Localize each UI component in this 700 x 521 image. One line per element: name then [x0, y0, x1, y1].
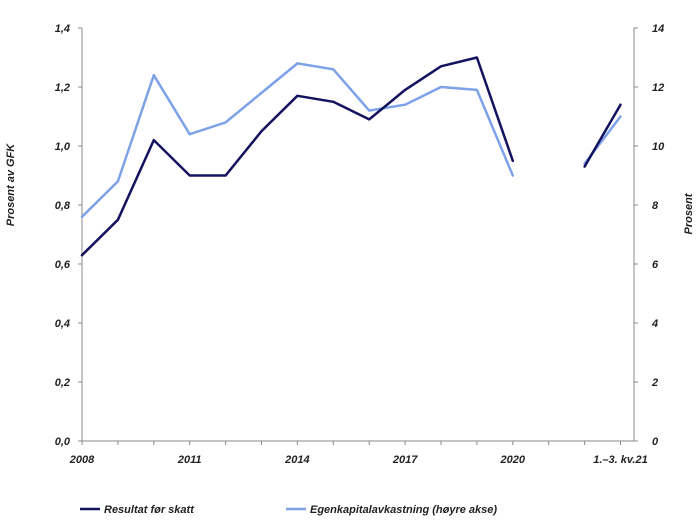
left-tick-label: 0,4	[55, 318, 70, 330]
series-line-resultat-for-skatt-2	[583, 103, 622, 168]
right-tick-label: 8	[652, 200, 659, 212]
right-tick-label: 2	[651, 377, 658, 389]
right-tick-label: 10	[652, 141, 665, 153]
right-tick-label: 0	[652, 436, 659, 448]
x-tick-label: 2011	[177, 454, 202, 466]
left-tick-label: 0,2	[55, 377, 70, 389]
x-tick-label: 2008	[69, 454, 95, 466]
left-tick-label: 0,6	[55, 259, 71, 271]
left-tick-label: 1,0	[55, 141, 71, 153]
left-tick-label: 1,4	[55, 23, 70, 35]
x-tick-label: 2020	[500, 454, 526, 466]
legend: Resultat før skatt Egenkapitalavkastning…	[80, 504, 497, 516]
series-line-egenkapitalavkastning-1	[80, 62, 515, 219]
right-tick-label: 4	[651, 318, 658, 330]
x-tick-label: 1.–3. kv.21	[593, 454, 647, 466]
series-lines	[80, 56, 622, 257]
right-tick-label: 12	[652, 82, 664, 94]
right-axis-title: Prosent	[683, 192, 695, 234]
right-tick-label: 6	[652, 259, 659, 271]
right-tick-label: 14	[652, 23, 664, 35]
x-axis-ticks: 2008 2011 2014 2017 2020 1.–3. kv.21	[69, 441, 648, 466]
legend-label-egenkapital: Egenkapitalavkastning (høyre akse)	[310, 504, 497, 516]
x-tick-label: 2014	[284, 454, 309, 466]
right-axis-ticks: 0 2 4 6 8 10 12 14	[634, 23, 665, 448]
left-tick-label: 1,2	[55, 82, 70, 94]
left-tick-label: 0,8	[55, 200, 71, 212]
legend-label-resultat: Resultat før skatt	[104, 504, 195, 516]
axes	[81, 28, 635, 442]
series-line-resultat-for-skatt-1	[80, 56, 515, 257]
left-tick-label: 0,0	[55, 436, 71, 448]
left-axis-ticks: 0,0 0,2 0,4 0,6 0,8 1,0 1,2 1,4	[55, 23, 82, 448]
left-axis-title: Prosent av GFK	[5, 143, 17, 227]
x-tick-label: 2017	[392, 454, 418, 466]
